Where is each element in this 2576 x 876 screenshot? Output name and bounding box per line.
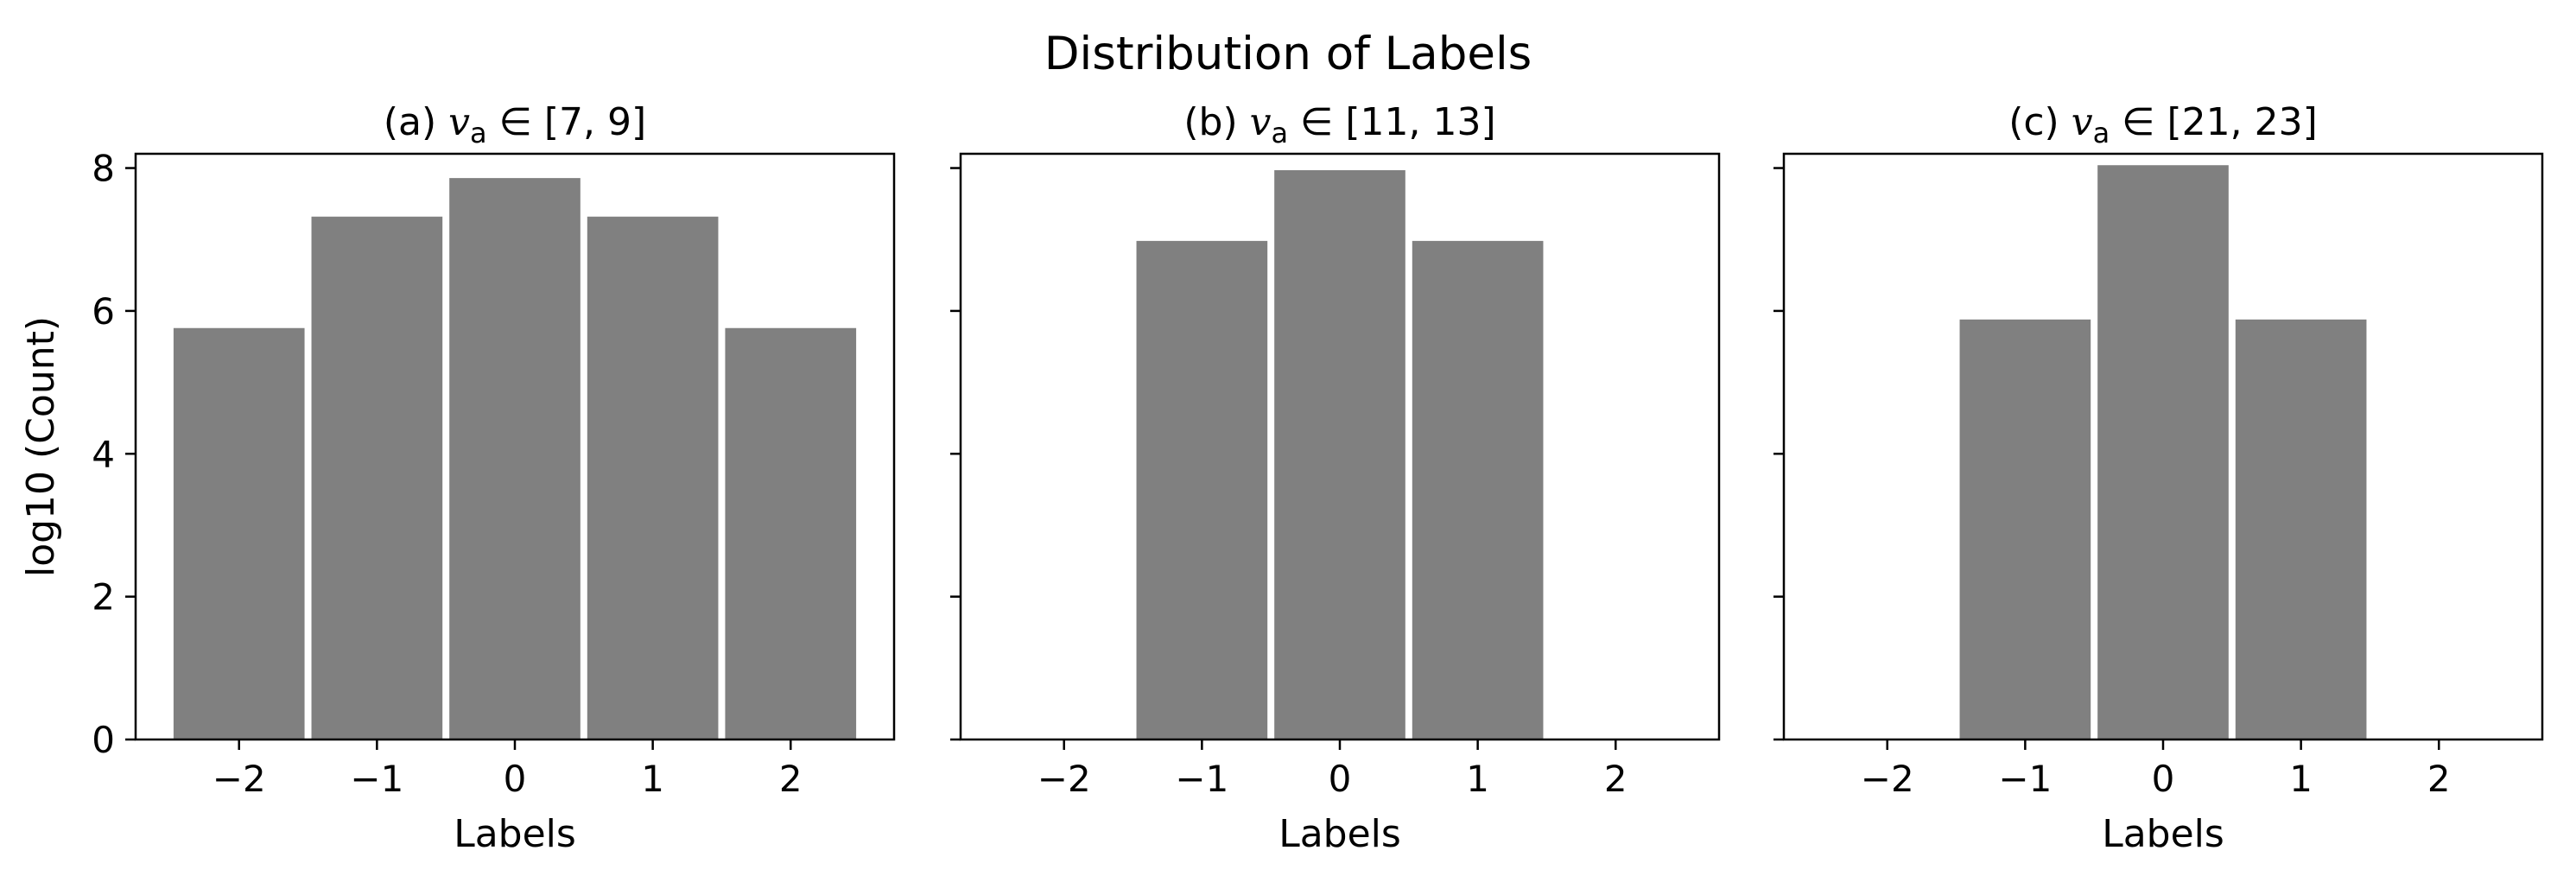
x-tick-label: 0 <box>2152 758 2175 800</box>
subplot-0: −2 −1 0 1 2 0 2 4 6 8 Labels log10 (Count) (a) va ∈ … <box>19 100 896 856</box>
x-tick-label: −1 <box>1175 758 1228 800</box>
x-tick-label: 2 <box>1604 758 1627 800</box>
bar <box>587 216 719 740</box>
y-axis-label: log10 (Count) <box>19 316 63 577</box>
x-tick-label: −1 <box>1998 758 2052 800</box>
y-tick-label: 0 <box>92 719 115 761</box>
x-tick-label: 0 <box>504 758 527 800</box>
y-tick-label: 4 <box>92 433 115 475</box>
bar <box>449 178 581 740</box>
subplot-title: (b) va ∈ [11, 13] <box>1183 100 1495 149</box>
x-tick-label: −1 <box>350 758 403 800</box>
subplot-2: −2 −1 0 1 2 Labels (c) va ∈ [21, 23] <box>1773 100 2544 856</box>
x-tick-label: 1 <box>2289 758 2313 800</box>
bar <box>173 327 305 740</box>
x-tick-label: 1 <box>641 758 664 800</box>
subplot-grid: −2 −1 0 1 2 0 2 4 6 8 Labels log10 (Count) (a) va ∈ … <box>19 100 2544 856</box>
x-tick-label: 1 <box>1466 758 1489 800</box>
subplot-1: −2 −1 0 1 2 Labels (b) va ∈ [11, 13] <box>950 100 1721 856</box>
bar <box>725 327 857 740</box>
x-axis-label: Labels <box>454 812 576 856</box>
x-tick-label: 0 <box>1329 758 1352 800</box>
y-tick-label: 8 <box>92 148 115 190</box>
x-tick-label: 2 <box>2427 758 2451 800</box>
y-tick-label: 6 <box>92 290 115 333</box>
bar <box>1959 319 2091 740</box>
x-axis-label: Labels <box>1278 812 1401 856</box>
x-tick-label: 2 <box>779 758 803 800</box>
bar <box>311 216 443 740</box>
bar <box>2235 319 2367 740</box>
figure-title: Distribution of Labels <box>1044 28 1532 80</box>
subplot-title: (a) va ∈ [7, 9] <box>384 100 646 149</box>
subplot-title: (c) va ∈ [21, 23] <box>2008 100 2318 149</box>
x-axis-label: Labels <box>2102 812 2224 856</box>
x-tick-label: −2 <box>213 758 266 800</box>
bar <box>1136 240 1268 740</box>
y-tick-label: 2 <box>92 576 115 619</box>
bar <box>1274 170 1405 740</box>
x-tick-label: −2 <box>1037 758 1091 800</box>
x-tick-label: −2 <box>1861 758 1914 800</box>
bar <box>1412 240 1544 740</box>
bar <box>2097 165 2229 740</box>
